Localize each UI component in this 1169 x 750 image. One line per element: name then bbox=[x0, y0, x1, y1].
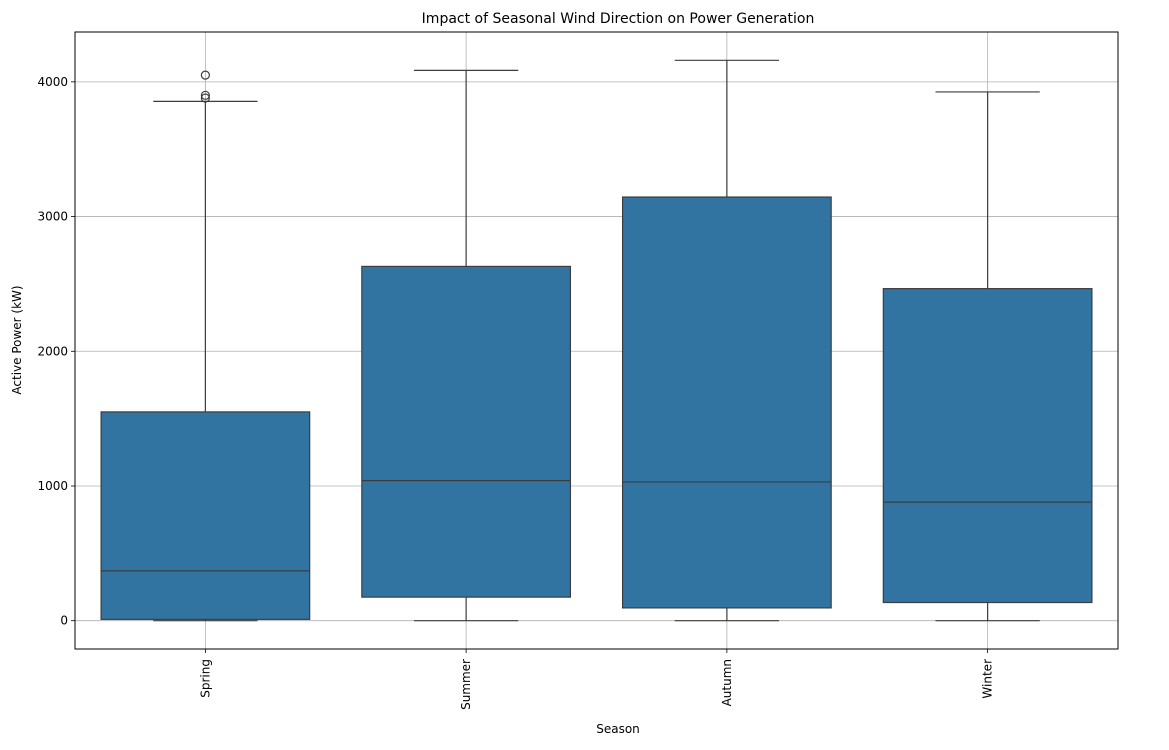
y-tick-label: 0 bbox=[60, 614, 68, 628]
x-tick-label: Summer bbox=[459, 659, 473, 710]
x-tick-label: Winter bbox=[981, 659, 995, 699]
y-tick-label: 1000 bbox=[37, 479, 68, 493]
box-spring bbox=[100, 70, 311, 622]
tick-layer: 0 1000 2000 3000 4000 Spring Summer Autumn Winte… bbox=[37, 75, 994, 710]
box-autumn bbox=[621, 59, 832, 622]
y-tick-label: 4000 bbox=[37, 75, 68, 89]
x-tick-label: Autumn bbox=[720, 659, 734, 706]
outlier-point bbox=[200, 70, 210, 80]
y-tick-label: 3000 bbox=[37, 210, 68, 224]
x-tick-label: Spring bbox=[198, 659, 212, 698]
y-tick-label: 2000 bbox=[37, 344, 68, 358]
iqr-box bbox=[621, 196, 832, 609]
y-axis-label: Active Power (kW) bbox=[10, 285, 24, 394]
outlier-point bbox=[200, 93, 210, 103]
box-layer bbox=[100, 59, 1093, 622]
chart-title: Impact of Seasonal Wind Direction on Pow… bbox=[422, 11, 815, 27]
plot-frame bbox=[74, 31, 1119, 650]
iqr-box bbox=[361, 265, 572, 598]
box-summer bbox=[361, 69, 572, 622]
outlier-point bbox=[200, 90, 210, 100]
iqr-box bbox=[100, 411, 311, 620]
box-winter bbox=[882, 91, 1093, 622]
x-axis-label: Season bbox=[596, 722, 640, 736]
iqr-box bbox=[882, 288, 1093, 604]
